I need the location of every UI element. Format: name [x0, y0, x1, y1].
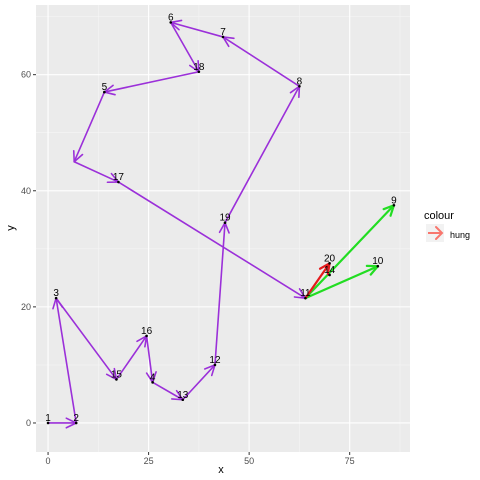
data-point: [213, 363, 217, 367]
point-label: 16: [141, 326, 153, 337]
data-point: [304, 296, 307, 300]
y-tick-label: 20: [21, 302, 31, 312]
point-label: 13: [177, 390, 189, 401]
point-label: 8: [297, 76, 303, 87]
x-tick-label: 25: [144, 456, 154, 466]
segment-line: [103, 70, 200, 93]
point-label: 11: [300, 288, 311, 299]
point-label: 18: [193, 62, 205, 73]
segment-line: [145, 335, 154, 384]
path-segments: [47, 19, 396, 429]
point-label: 1: [45, 413, 51, 424]
data-point: [197, 70, 201, 74]
y-tick-label: 60: [21, 70, 31, 80]
point-label: 15: [111, 369, 123, 380]
data-point: [223, 221, 227, 224]
x-axis-title: x: [218, 464, 224, 476]
point-label: 4: [150, 372, 156, 383]
point-label: 17: [113, 172, 125, 183]
point-label: 3: [53, 288, 59, 299]
point-label: 10: [372, 256, 384, 267]
point-label: 20: [324, 253, 336, 264]
legend-title: colour: [424, 210, 454, 222]
data-point: [74, 421, 78, 425]
data-point: [103, 90, 106, 94]
point-label: 14: [324, 265, 336, 276]
point-label: 7: [220, 27, 226, 38]
segment-line: [151, 381, 184, 401]
y-tick-label: 40: [21, 186, 31, 196]
segment-line: [169, 21, 200, 73]
segment-line: [73, 160, 120, 183]
segment-line: [304, 265, 379, 300]
segment-line: [169, 21, 224, 38]
segment-line: [55, 297, 78, 424]
data-point: [169, 21, 173, 24]
segment-line: [224, 85, 301, 224]
legend-key-arrow: [435, 226, 444, 240]
legend-item-label: hung: [450, 230, 470, 240]
point-label: 2: [73, 413, 79, 424]
data-point: [115, 378, 118, 381]
x-tick-label: 50: [244, 456, 254, 466]
point-label: 12: [209, 355, 221, 366]
segment-line: [181, 364, 216, 401]
data-point: [117, 180, 120, 184]
x-tick-label: 0: [46, 456, 51, 466]
point-label: 19: [219, 213, 231, 224]
data-point: [298, 84, 301, 88]
point-label: 5: [102, 82, 108, 93]
y-axis-title: y: [5, 225, 17, 231]
segment-line: [115, 335, 148, 381]
x-tick-label: 75: [345, 456, 355, 466]
data-point: [328, 273, 331, 277]
data-point: [145, 334, 148, 338]
segment-line: [304, 262, 331, 300]
segment-line: [73, 91, 106, 163]
data-point: [54, 296, 58, 300]
panel-background: [36, 5, 410, 452]
data-point: [221, 35, 225, 39]
data-point: [328, 262, 331, 265]
segment-line: [222, 36, 301, 88]
segment-line: [304, 204, 396, 300]
legend-key: [426, 224, 444, 242]
data-point: [392, 203, 396, 207]
y-tick-label: 0: [26, 418, 31, 428]
point-label: 9: [391, 195, 397, 206]
plot-panel: [36, 5, 410, 452]
segment-line: [55, 297, 118, 381]
data-point: [151, 381, 154, 384]
data-point: [376, 264, 380, 268]
segment-line: [117, 181, 307, 299]
point-label: 6: [168, 12, 174, 23]
data-point: [46, 421, 50, 425]
data-point: [181, 398, 185, 402]
